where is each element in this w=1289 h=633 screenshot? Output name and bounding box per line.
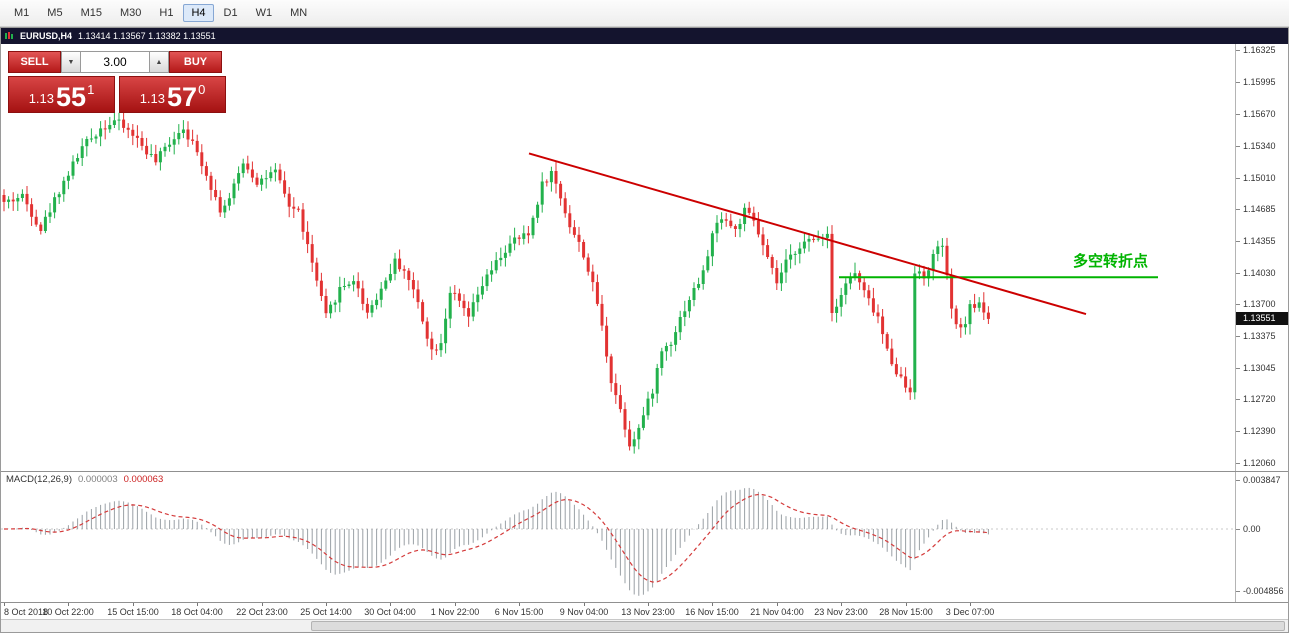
price-axis[interactable]: 1.13551 1.16325 1.15995 1.15670 1.15340 1.15…: [1235, 44, 1288, 471]
main-chart-area[interactable]: SELL ▼ ▲ BUY 1.13 55 1 1.13 57 0: [1, 44, 1288, 471]
chart-titlebar[interactable]: EURUSD,H4 1.13414 1.13567 1.13382 1.1355…: [1, 28, 1288, 44]
time-axis-label: 28 Nov 15:00: [879, 607, 933, 617]
volume-input[interactable]: [81, 51, 149, 73]
price-axis-tick: 1.14355: [1236, 236, 1276, 246]
time-axis-tickmark: [648, 603, 649, 606]
price-axis-tick: 1.15670: [1236, 109, 1276, 119]
time-axis-tickmark: [4, 603, 5, 606]
time-axis-label: 1 Nov 22:00: [430, 607, 480, 617]
time-axis-tickmark: [970, 603, 971, 606]
time-axis-label: 18 Oct 04:00: [171, 607, 223, 617]
macd-axis[interactable]: 0.003847 0.00 -0.004856: [1235, 472, 1288, 602]
price-axis-tick: 1.15995: [1236, 77, 1276, 87]
ask-big-digits: 57: [167, 82, 198, 113]
price-axis-tick: 1.15010: [1236, 173, 1276, 183]
time-axis-label: 21 Nov 04:00: [750, 607, 804, 617]
timeframe-button-m30[interactable]: M30: [119, 7, 142, 19]
bid-big-digits: 55: [56, 82, 87, 113]
time-axis-label: 25 Oct 14:00: [300, 607, 352, 617]
volume-increase-button[interactable]: ▲: [149, 51, 169, 73]
price-axis-tick: 1.12390: [1236, 426, 1276, 436]
chart-icon: [4, 31, 14, 41]
timeframe-button-w1[interactable]: W1: [255, 7, 273, 19]
time-axis-tickmark: [841, 603, 842, 606]
time-axis-tickmark: [584, 603, 585, 606]
turning-point-label[interactable]: 多空转折点: [1073, 253, 1149, 270]
time-axis-label: 13 Nov 23:00: [621, 607, 675, 617]
time-axis-label: 10 Oct 22:00: [42, 607, 94, 617]
bid-price-display[interactable]: 1.13 55 1: [8, 76, 115, 113]
price-axis-tick: 1.14685: [1236, 204, 1276, 214]
time-axis-label: 22 Oct 23:00: [236, 607, 288, 617]
chart-window: EURUSD,H4 1.13414 1.13567 1.13382 1.1355…: [0, 27, 1289, 633]
macd-axis-tick: 0.00: [1236, 524, 1261, 534]
ask-price-display[interactable]: 1.13 57 0: [119, 76, 226, 113]
timeframe-button-d1[interactable]: D1: [223, 7, 238, 19]
time-axis-tickmark: [197, 603, 198, 606]
timeframe-button-h1[interactable]: H1: [159, 7, 174, 19]
time-axis-label: 23 Nov 23:00: [814, 607, 868, 617]
scrollbar-thumb[interactable]: [311, 621, 1285, 631]
bid-prefix: 1.13: [28, 91, 55, 106]
macd-axis-tick: -0.004856: [1236, 586, 1284, 596]
macd-axis-tick: 0.003847: [1236, 475, 1281, 485]
time-axis-tickmark: [906, 603, 907, 606]
time-axis-tickmark: [519, 603, 520, 606]
ask-sup-digit: 0: [198, 82, 206, 97]
time-axis-label: 8 Oct 2018: [4, 607, 49, 617]
macd-name: MACD(12,26,9): [6, 474, 72, 485]
buy-button[interactable]: BUY: [169, 51, 222, 73]
price-axis-tick: 1.13700: [1236, 299, 1276, 309]
price-axis-tick: 1.13375: [1236, 331, 1276, 341]
time-axis-tickmark: [390, 603, 391, 606]
time-axis-tickmark: [262, 603, 263, 606]
time-axis-tickmark: [777, 603, 778, 606]
time-axis-label: 3 Dec 07:00: [945, 607, 995, 617]
price-axis-tick: 1.13045: [1236, 363, 1276, 373]
price-chart-canvas[interactable]: [1, 44, 1235, 471]
time-axis-label: 15 Oct 15:00: [107, 607, 159, 617]
timeframe-toolbar: M1 M5 M15 M30 H1 H4 D1 W1 MN: [0, 0, 1289, 27]
price-axis-tick: 1.12720: [1236, 394, 1276, 404]
macd-indicator-label: MACD(12,26,9) 0.000003 0.000063: [6, 474, 163, 485]
time-axis-label: 6 Nov 15:00: [494, 607, 544, 617]
ask-prefix: 1.13: [139, 91, 166, 106]
one-click-trading-panel: SELL ▼ ▲ BUY 1.13 55 1 1.13 57 0: [8, 51, 226, 113]
chart-title-symbol: EURUSD,H4: [20, 31, 73, 41]
price-axis-tick: 1.15340: [1236, 141, 1276, 151]
current-price-badge: 1.13551: [1236, 312, 1288, 325]
timeframe-button-m1[interactable]: M1: [14, 7, 30, 19]
timeframe-button-m15[interactable]: M15: [80, 7, 102, 19]
time-axis-tickmark: [712, 603, 713, 606]
time-axis[interactable]: 8 Oct 2018 10 Oct 22:00 15 Oct 15:00 18 Oct…: [1, 602, 1288, 619]
timeframe-button-mn[interactable]: MN: [290, 7, 308, 19]
horizontal-scrollbar[interactable]: [1, 619, 1288, 632]
macd-signal-value: 0.000063: [123, 474, 164, 485]
time-axis-tickmark: [133, 603, 134, 606]
time-axis-tickmark: [326, 603, 327, 606]
timeframe-button-m5[interactable]: M5: [47, 7, 63, 19]
timeframe-button-h4[interactable]: H4: [183, 4, 214, 22]
time-axis-tickmark: [68, 603, 69, 606]
price-axis-tick: 1.14030: [1236, 268, 1276, 278]
time-axis-label: 16 Nov 15:00: [685, 607, 739, 617]
macd-chart-canvas[interactable]: [1, 472, 1235, 602]
macd-main-value: 0.000003: [78, 474, 118, 485]
macd-indicator-panel[interactable]: MACD(12,26,9) 0.000003 0.000063 0.003847 0.…: [1, 471, 1288, 602]
bid-sup-digit: 1: [87, 82, 95, 97]
chart-title-ohlc: 1.13414 1.13567 1.13382 1.13551: [78, 31, 216, 41]
price-axis-tick: 1.12060: [1236, 458, 1276, 468]
time-axis-tickmark: [455, 603, 456, 606]
time-axis-label: 9 Nov 04:00: [559, 607, 609, 617]
sell-button[interactable]: SELL: [8, 51, 61, 73]
volume-decrease-button[interactable]: ▼: [61, 51, 81, 73]
price-axis-tick: 1.16325: [1236, 45, 1276, 55]
time-axis-label: 30 Oct 04:00: [364, 607, 416, 617]
